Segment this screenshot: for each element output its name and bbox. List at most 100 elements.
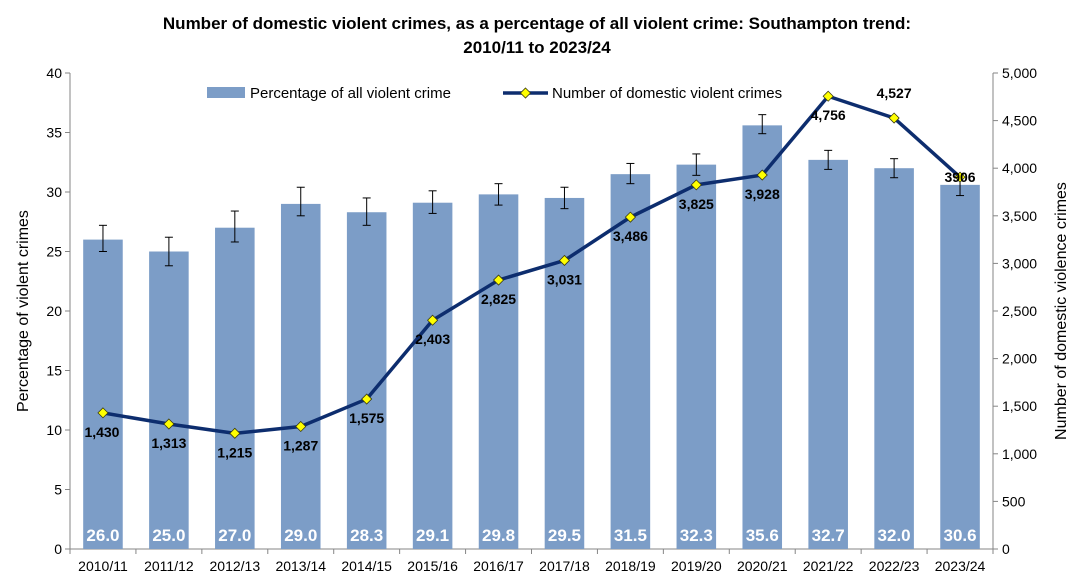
line-point (954, 171, 966, 183)
line-value-label: 1,287 (283, 437, 318, 453)
line-value-label: 4,756 (811, 107, 846, 123)
line-value-label: 3,825 (679, 196, 714, 212)
y-axis-right-tick-label: 2,500 (1002, 303, 1037, 319)
x-axis-tick-label: 2022/23 (869, 558, 920, 574)
bar-value-label: 32.7 (812, 526, 845, 545)
bar-value-label: 35.6 (746, 526, 779, 545)
line-value-label: 1,215 (217, 444, 252, 460)
line-point (229, 427, 241, 439)
y-axis-right-tick-label: 500 (1002, 493, 1026, 509)
line-value-label: 3906 (944, 169, 975, 185)
chart-subtitle: 2010/11 to 2023/24 (463, 38, 611, 57)
y-axis-right-tick-label: 4,000 (1002, 160, 1037, 176)
x-axis-tick-label: 2015/16 (407, 558, 458, 574)
line-point (492, 274, 505, 286)
x-axis-tick-label: 2010/11 (78, 558, 128, 574)
x-axis-tick-label: 2019/20 (671, 558, 722, 574)
y-axis-right-tick-label: 4,500 (1002, 113, 1037, 129)
bar (83, 239, 123, 549)
x-axis-tick-label: 2018/19 (605, 558, 656, 574)
line-value-label: 1,430 (84, 424, 119, 440)
line-value-label: 2,825 (481, 291, 516, 307)
bar-value-label: 29.0 (284, 526, 317, 545)
bar (808, 159, 848, 549)
line-point (888, 112, 900, 124)
line-point (624, 211, 636, 223)
bar (874, 168, 914, 549)
x-axis-tick-label: 2012/13 (210, 558, 261, 574)
legend-swatch-marker (519, 87, 532, 99)
line-point (427, 314, 439, 326)
y-axis-right-tick-label: 1,000 (1002, 446, 1037, 462)
y-axis-left-tick-label: 20 (46, 303, 62, 319)
bar-value-label: 29.1 (416, 526, 449, 545)
y-axis-right-title: Number of domestic violence crimes (1053, 182, 1070, 440)
line-value-label: 1,313 (151, 435, 186, 451)
legend-label-bar: Percentage of all violent crime (250, 85, 451, 102)
y-axis-left-tick-label: 30 (46, 184, 62, 200)
line-series (97, 90, 966, 439)
line-point (295, 420, 307, 433)
bar-value-label: 25.0 (152, 526, 185, 545)
line-point (163, 418, 175, 430)
line-value-label: 2,403 (415, 331, 450, 347)
bar (940, 184, 980, 550)
y-axis-right-tick-label: 2,000 (1002, 351, 1037, 367)
line-point (690, 179, 702, 191)
bar-value-label: 31.5 (614, 526, 647, 545)
bar (149, 251, 189, 549)
x-axis-tick-label: 2014/15 (341, 558, 392, 574)
line-point (361, 393, 373, 405)
line-value-label: 3,031 (547, 271, 582, 287)
x-axis-tick-label: 2017/18 (539, 558, 590, 574)
line-value-label: 3,928 (745, 186, 780, 202)
y-axis-right-tick-label: 0 (1002, 541, 1010, 557)
chart-title-line-1: Number of domestic violent crimes, as a … (162, 14, 912, 33)
legend-label-line: Number of domestic violent crimes (552, 85, 782, 102)
bar-value-label: 29.5 (548, 526, 581, 545)
bar (478, 194, 519, 549)
y-axis-left-tick-label: 10 (46, 422, 62, 438)
line-point (97, 407, 109, 419)
bar-value-label: 28.3 (350, 526, 383, 545)
line-value-label: 3,486 (613, 228, 648, 244)
axes: 0 5 10 15 20 25 30 35 40 0 500 1,000 1,500 2,000 2,500… (15, 65, 1070, 574)
y-axis-left-tick-label: 0 (54, 541, 62, 557)
bar-value-label: 26.0 (86, 526, 119, 545)
line-point (756, 169, 768, 181)
x-axis-tick-label: 2013/14 (275, 558, 326, 574)
x-axis-tick-label: 2016/17 (473, 558, 524, 574)
data-labels: 26.0 25.0 27.0 29.0 28.3 29.1 29.8 29.5 31.5 32.3… (84, 85, 976, 545)
bar (412, 202, 453, 549)
line-point (822, 90, 834, 102)
bar (676, 164, 717, 549)
y-axis-right-tick-label: 5,000 (1002, 65, 1037, 81)
legend: Percentage of all violent crime Number of… (207, 85, 782, 102)
line-point (558, 254, 571, 267)
bar (215, 227, 255, 549)
y-axis-right-tick-label: 1,500 (1002, 398, 1037, 414)
bar (742, 125, 783, 550)
bar-value-label: 32.3 (680, 526, 713, 545)
line-value-label: 1,575 (349, 410, 384, 426)
y-axis-left-tick-label: 40 (46, 65, 62, 81)
bar-value-label: 30.6 (943, 526, 976, 545)
y-axis-left-title: Percentage of violent crimes (15, 210, 32, 412)
bar-series (83, 125, 980, 550)
y-axis-right-tick-label: 3,500 (1002, 208, 1037, 224)
y-axis-left-tick-label: 35 (46, 125, 62, 141)
bar-value-label: 32.0 (878, 526, 911, 545)
y-axis-left-tick-label: 5 (54, 482, 62, 498)
bar (280, 203, 321, 549)
bar-value-label: 29.8 (482, 526, 515, 545)
x-axis-tick-label: 2011/12 (144, 558, 194, 574)
chart-title: Number of domestic violent crimes, as a … (0, 12, 1074, 60)
x-axis-tick-label: 2021/22 (803, 558, 854, 574)
y-axis-left-tick-label: 25 (46, 244, 62, 260)
y-axis-right-tick-label: 3,000 (1002, 255, 1037, 271)
bar (610, 174, 651, 549)
y-axis-left-tick-label: 15 (46, 363, 62, 379)
bar-value-label: 27.0 (218, 526, 251, 545)
legend-swatch-bar (207, 87, 245, 98)
